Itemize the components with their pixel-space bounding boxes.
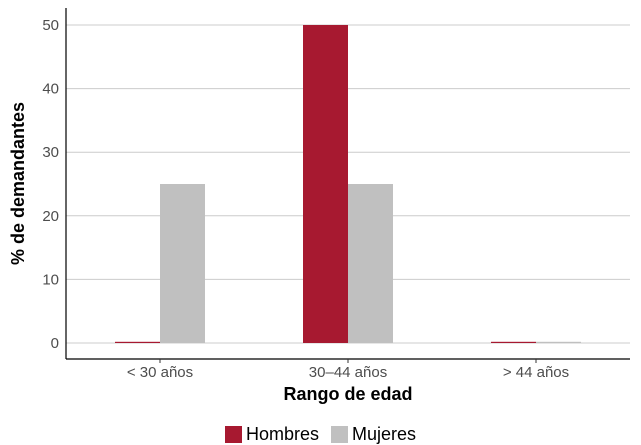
bar-hombres-0 (115, 341, 160, 343)
bar-hombres-2 (491, 341, 536, 343)
y-tick-label: 40 (42, 81, 59, 98)
x-tick-label: 30–44 años (309, 364, 387, 381)
legend-swatch-hombres (224, 425, 242, 443)
bar-chart: 0 10 20 30 40 50 < 30 años 30–44 años > 44 años… (8, 8, 630, 404)
x-axis-title: Rango de edad (283, 384, 412, 404)
y-tick-label: 10 (42, 271, 59, 288)
bar-hombres-1 (303, 25, 348, 343)
bars (115, 25, 581, 343)
legend-label-hombres: Hombres (245, 424, 319, 444)
bar-mujeres-0 (160, 184, 205, 343)
legend-swatch-mujeres (331, 425, 348, 443)
y-tick-labels: 0 10 20 30 40 50 (42, 17, 59, 352)
x-tick-label: > 44 años (503, 364, 569, 381)
y-axis-title: % de demandantes (8, 102, 28, 265)
bar-mujeres-1 (348, 184, 393, 343)
x-tick-labels: < 30 años 30–44 años > 44 años (127, 359, 569, 381)
y-tick-label: 20 (42, 208, 59, 225)
y-tick-label: 50 (42, 17, 59, 34)
x-tick-label: < 30 años (127, 364, 193, 381)
legend-label-mujeres: Mujeres (352, 424, 417, 444)
legend-item-mujeres: Mujeres (331, 424, 416, 444)
legend: Hombres Mujeres (0, 423, 641, 445)
y-tick-label: 0 (51, 335, 59, 352)
legend-item-hombres: Hombres (224, 424, 319, 444)
bar-mujeres-2 (536, 341, 581, 343)
y-tick-label: 30 (42, 144, 59, 161)
